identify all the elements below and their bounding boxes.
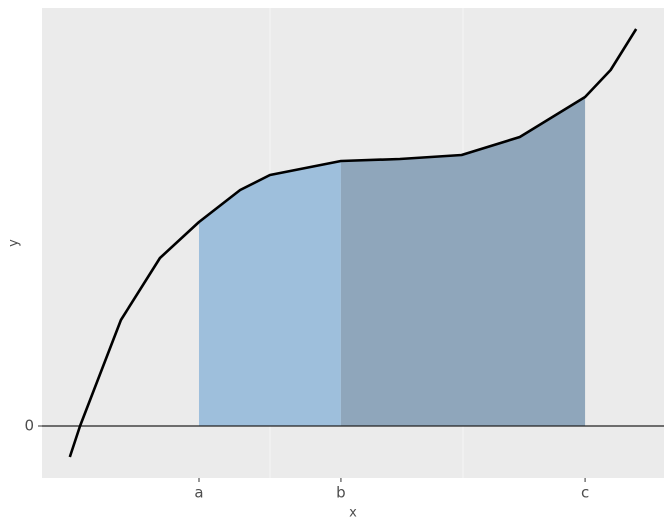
shaded-area xyxy=(198,161,341,426)
shaded-area xyxy=(340,97,586,426)
x-tick-label: c xyxy=(581,484,589,502)
y-tick-label: 0 xyxy=(24,417,34,435)
x-axis-label: x xyxy=(349,506,357,521)
x-tick-label: a xyxy=(194,484,203,502)
x-tick-label: b xyxy=(336,484,346,502)
y-axis-label: y xyxy=(7,239,22,247)
curve xyxy=(68,28,638,458)
